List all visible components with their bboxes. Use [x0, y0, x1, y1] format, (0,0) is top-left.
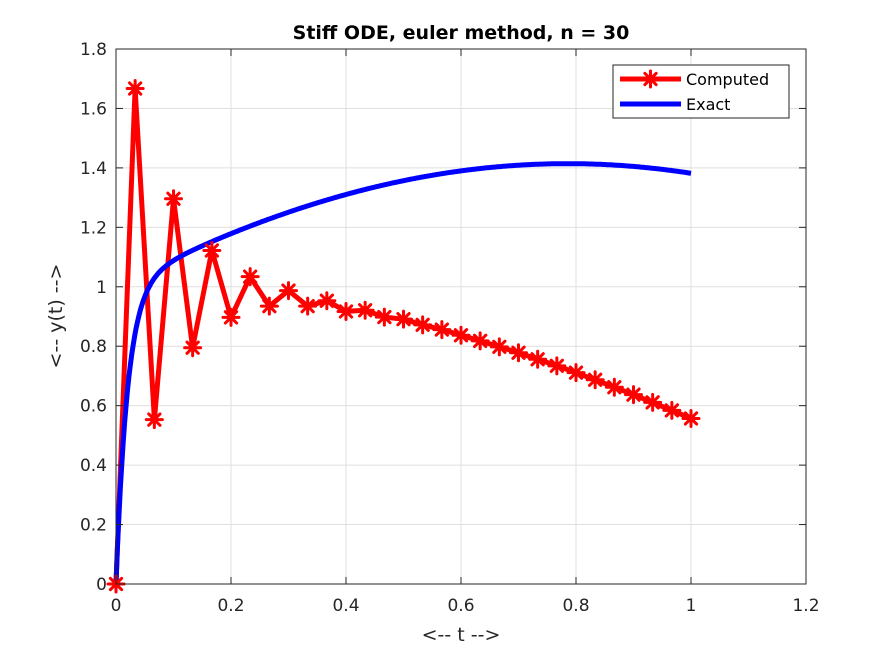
series-layer	[106, 79, 701, 594]
legend-computed-marker	[641, 69, 660, 89]
y-tick-label: 0.4	[80, 456, 107, 476]
computed-point	[259, 296, 279, 316]
x-tick-label: 0.4	[332, 596, 359, 616]
y-tick-label: 0.8	[80, 337, 107, 357]
computed-point	[585, 370, 605, 390]
computed-point	[164, 189, 183, 209]
computed-point	[355, 300, 375, 320]
computed-point	[374, 307, 394, 327]
computed-point	[470, 331, 490, 351]
legend: Computed Exact	[612, 64, 790, 119]
computed-point	[509, 343, 528, 363]
computed-point	[681, 408, 701, 428]
computed-point	[528, 349, 548, 369]
x-tick-label: 0.2	[217, 596, 244, 616]
x-tick-label: 0	[111, 596, 122, 616]
computed-point	[298, 296, 318, 316]
computed-point	[279, 281, 298, 301]
y-tick-label: 1.8	[80, 40, 107, 60]
x-tick-label: 0.8	[562, 596, 589, 616]
legend-computed-star	[641, 69, 660, 89]
y-tick-label: 0	[96, 575, 107, 595]
y-tick-label: 0.6	[80, 397, 107, 417]
computed-point	[183, 338, 203, 358]
y-tick-label: 1.6	[80, 99, 107, 119]
computed-point	[624, 385, 643, 405]
legend-computed-label: Computed	[686, 70, 769, 89]
computed-point	[662, 400, 682, 420]
computed-point	[643, 392, 663, 412]
y-tick-label: 0.2	[80, 516, 107, 536]
computed-point	[240, 267, 260, 287]
computed-point	[336, 301, 356, 321]
computed-point	[317, 291, 337, 311]
x-tick-label: 1.2	[792, 596, 819, 616]
x-tick-label: 0.6	[447, 596, 474, 616]
computed-point	[604, 377, 624, 397]
computed-point	[202, 241, 222, 261]
computed-point	[221, 307, 241, 327]
computed-point	[413, 315, 433, 335]
legend-box	[612, 64, 790, 119]
computed-point	[566, 363, 586, 383]
computed-point	[125, 79, 145, 99]
computed-point	[394, 309, 413, 329]
computed-point	[489, 337, 509, 357]
computed-point	[432, 320, 452, 340]
x-axis-label: <-- t -->	[422, 624, 501, 646]
y-axis-label: <-- y(t) -->	[45, 264, 67, 369]
y-tick-label: 1	[96, 278, 107, 298]
y-tick-label: 1.2	[80, 218, 107, 238]
computed-point	[144, 410, 164, 430]
legend-exact-label: Exact	[686, 95, 730, 114]
x-tick-label: 1	[686, 596, 697, 616]
y-tick-label: 1.4	[80, 159, 107, 179]
ticks: 0 0.2 0.4 0.6 0.8 1 1.2 0 0.2 0.4 0.6 0.8 1 1.2 1.4 1.6…	[80, 40, 820, 616]
computed-point	[451, 325, 471, 345]
chart-title: Stiff ODE, euler method, n = 30	[293, 22, 630, 44]
computed-point	[547, 356, 567, 376]
